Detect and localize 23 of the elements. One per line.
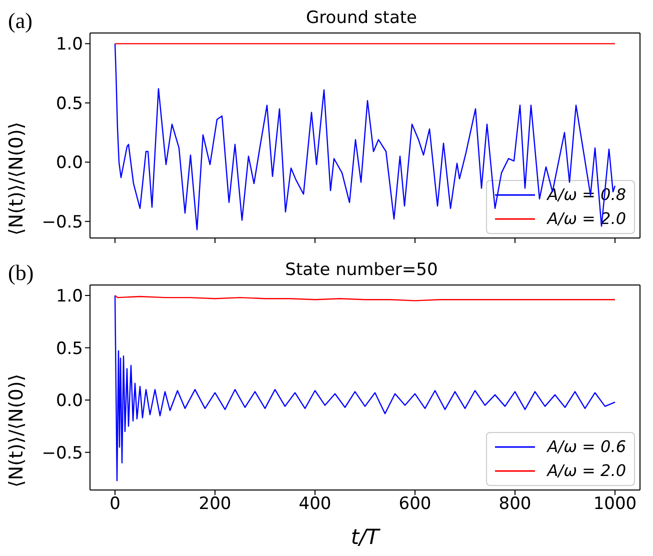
y-axis-title: ⟨N(t)⟩/⟨N(0)⟩ — [6, 374, 28, 488]
y-tick-label: 0.0 — [56, 391, 83, 412]
x-axis-title: t/T — [350, 525, 382, 549]
y-tick-label: 0.5 — [56, 338, 83, 359]
y-tick-label: −0.5 — [42, 443, 83, 464]
y-tick-label: 0.0 — [56, 153, 83, 174]
x-tick-label: 800 — [498, 494, 532, 514]
x-tick-label: 1000 — [593, 494, 637, 514]
legend-label: A/ω = 2.0 — [547, 460, 626, 482]
y-tick-label: −0.5 — [42, 212, 83, 232]
y-tick-label: 1.0 — [56, 34, 83, 55]
y-axis-title: ⟨N(t)⟩/⟨N(0)⟩ — [6, 122, 28, 236]
legend-label: A/ω = 0.6 — [547, 436, 626, 458]
x-tick-label: 200 — [198, 494, 232, 514]
x-tick-label: 600 — [398, 494, 432, 514]
text: (a) — [8, 8, 32, 34]
text: (b) — [8, 260, 34, 286]
x-tick-label: 400 — [298, 494, 332, 514]
y-tick-label: 0.5 — [56, 94, 83, 114]
chart-title: State number=50 — [285, 260, 438, 280]
chart-title: Ground state — [306, 8, 417, 28]
x-tick-label: 0 — [110, 494, 120, 514]
y-tick-label: 1.0 — [56, 286, 83, 306]
